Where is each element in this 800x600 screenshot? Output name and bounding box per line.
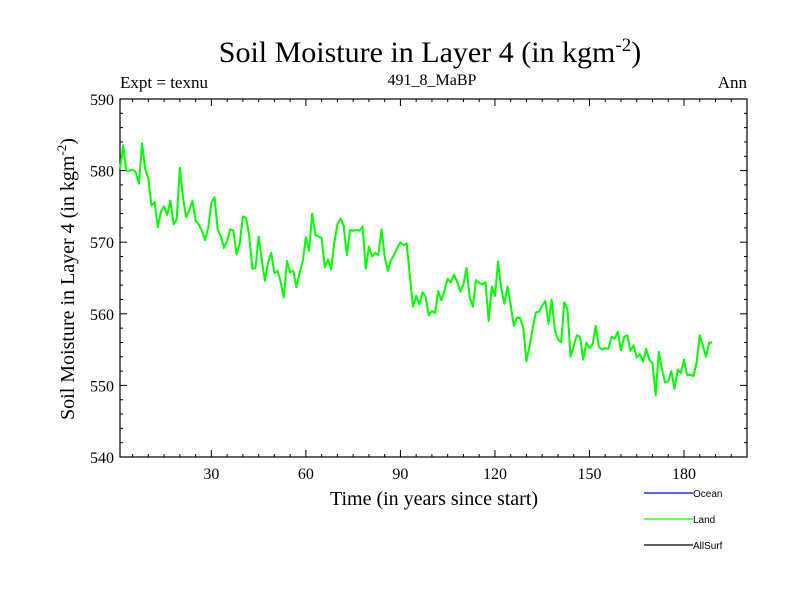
plot-frame — [119, 98, 748, 458]
axis-ticks: 540 550 560 570 580 590 30 60 90 120 150 180 — [90, 92, 747, 483]
x-tick-label: 180 — [672, 466, 696, 483]
series-group — [119, 142, 713, 397]
x-tick-label: 60 — [298, 466, 314, 483]
x-tick-label: 90 — [392, 466, 408, 483]
subtitle-right: Ann — [718, 73, 748, 92]
x-tick-label: 30 — [203, 466, 219, 483]
subtitle-center: 491_8_MaBP — [388, 72, 477, 89]
y-axis-label: Soil Moisture in Layer 4 (in kgm-2) — [54, 138, 79, 420]
y-tick-label: 570 — [90, 235, 114, 252]
legend-label-allsurf: AllSurf — [693, 541, 723, 552]
y-tick-label: 560 — [90, 307, 114, 324]
y-tick-label: 590 — [90, 92, 114, 109]
series-line-land — [119, 142, 713, 397]
subtitle-left: Expt = texnu — [120, 73, 208, 92]
legend: Ocean Land AllSurf — [644, 489, 723, 552]
legend-label-ocean: Ocean — [693, 489, 722, 500]
y-tick-label: 550 — [90, 378, 114, 395]
x-axis-label: Time (in years since start) — [330, 488, 538, 510]
y-tick-label: 580 — [90, 164, 114, 181]
legend-label-land: Land — [693, 515, 715, 526]
y-tick-label: 540 — [90, 450, 114, 467]
chart-title: Soil Moisture in Layer 4 (in kgm-2) — [219, 35, 641, 69]
x-tick-label: 120 — [483, 466, 507, 483]
x-tick-label: 150 — [577, 466, 601, 483]
